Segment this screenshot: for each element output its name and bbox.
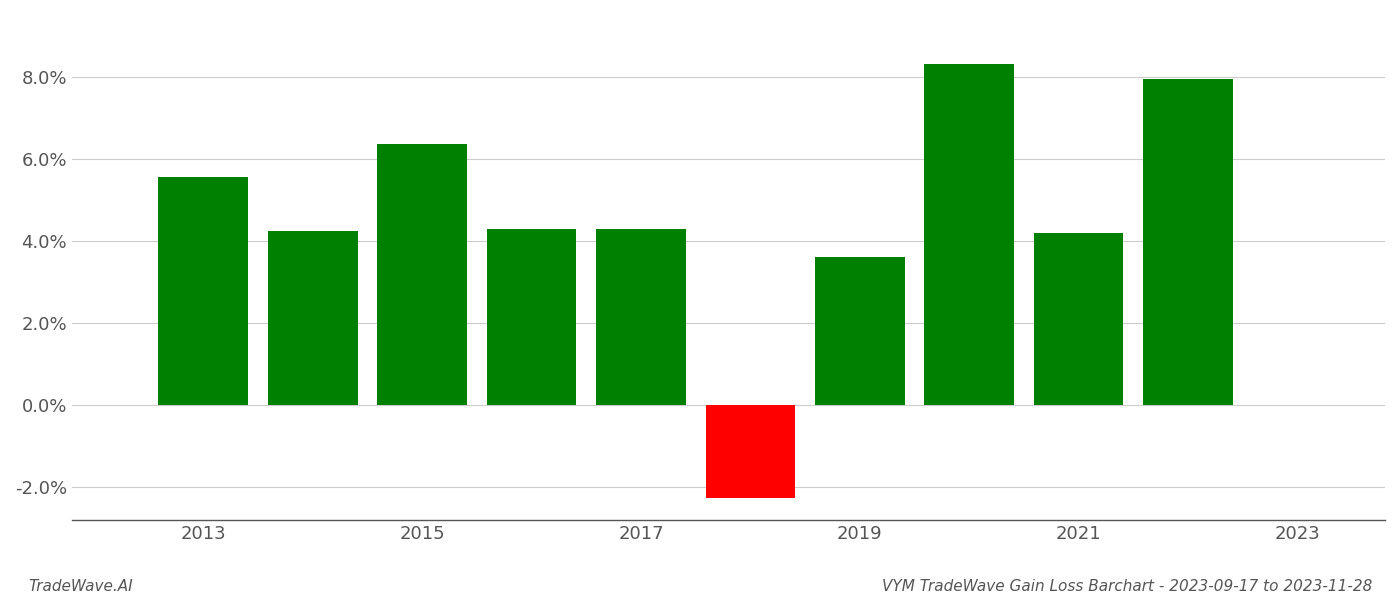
Bar <box>596 229 686 405</box>
Bar <box>158 177 248 405</box>
Bar <box>1144 79 1233 405</box>
Bar <box>377 145 468 405</box>
Bar <box>924 64 1014 405</box>
Text: TradeWave.AI: TradeWave.AI <box>28 579 133 594</box>
Bar <box>487 229 577 405</box>
Bar <box>706 405 795 497</box>
Text: VYM TradeWave Gain Loss Barchart - 2023-09-17 to 2023-11-28: VYM TradeWave Gain Loss Barchart - 2023-… <box>882 579 1372 594</box>
Bar <box>815 257 904 405</box>
Bar <box>267 230 357 405</box>
Bar <box>1033 233 1123 405</box>
